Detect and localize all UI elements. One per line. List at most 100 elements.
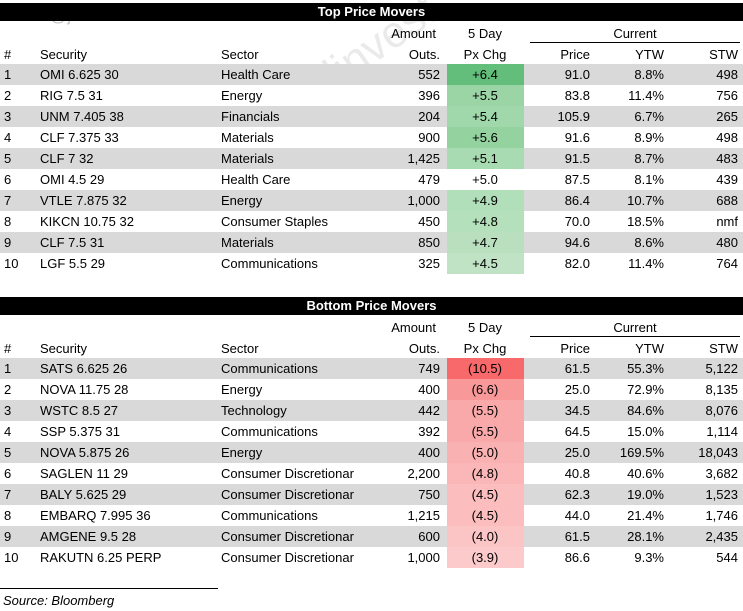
chg-cell <box>447 400 524 421</box>
cell: 1 <box>4 361 12 376</box>
cell: 25.0 <box>564 382 590 397</box>
cell: 9.3% <box>634 550 664 565</box>
chg-cell <box>447 484 524 505</box>
cell: 8.6% <box>634 235 664 250</box>
row-bg <box>0 463 743 484</box>
cell: 19.0% <box>627 487 664 502</box>
cell: 5 <box>4 151 12 166</box>
cell: NOVA 5.875 26 <box>40 445 130 460</box>
cell: Materials <box>221 130 274 145</box>
chg-cell <box>447 526 524 547</box>
cell: CLF 7 32 <box>40 151 94 166</box>
cell: 1,425 <box>407 151 440 166</box>
cell: 169.5% <box>619 445 664 460</box>
cell: 483 <box>716 151 738 166</box>
cell: (6.6) <box>471 382 499 397</box>
cell: NOVA 11.75 28 <box>40 382 129 397</box>
chg-cell <box>447 505 524 526</box>
cell: Consumer Discretionar <box>221 550 354 565</box>
cell: CLF 7.375 33 <box>40 130 119 145</box>
column-header: Sector <box>221 341 259 356</box>
cell: 28.1% <box>627 529 664 544</box>
header-top: Current <box>613 26 657 41</box>
cell: 392 <box>418 424 440 439</box>
cell: 450 <box>418 214 440 229</box>
cell: SSP 5.375 31 <box>40 424 120 439</box>
cell: +4.9 <box>472 193 498 208</box>
row-bg <box>0 64 743 85</box>
cell: +5.5 <box>472 88 498 103</box>
cell: 7 <box>4 487 12 502</box>
column-header: Security <box>40 47 87 62</box>
cell: 544 <box>716 550 738 565</box>
row-bg <box>0 169 743 190</box>
cell: 552 <box>418 67 440 82</box>
cell: 40.6% <box>627 466 664 481</box>
cell: +5.6 <box>472 130 498 145</box>
chg-cell <box>447 148 524 169</box>
cell: 61.5 <box>564 529 590 544</box>
cell: OMI 4.5 29 <box>40 172 105 187</box>
cell: 55.3% <box>627 361 664 376</box>
cell: Consumer Discretionar <box>221 487 354 502</box>
chg-cell <box>447 442 524 463</box>
cell: Health Care <box>221 67 291 82</box>
cell: 400 <box>418 382 440 397</box>
cell: 9 <box>4 529 12 544</box>
cell: +4.7 <box>472 235 498 250</box>
chg-cell <box>447 232 524 253</box>
cell: 2,200 <box>407 466 440 481</box>
row-bg <box>0 127 743 148</box>
column-header: Price <box>560 341 590 356</box>
cell: 86.6 <box>564 550 590 565</box>
cell: 764 <box>716 256 738 271</box>
cell: 105.9 <box>557 109 590 124</box>
column-header: # <box>4 341 12 356</box>
column-header: Px Chg <box>463 341 507 356</box>
cell: 498 <box>716 130 738 145</box>
cell: CLF 7.5 31 <box>40 235 105 250</box>
cell: Health Care <box>221 172 291 187</box>
column-header: YTW <box>635 341 664 356</box>
cell: 91.5 <box>564 151 590 166</box>
row-bg <box>0 526 743 547</box>
column-header: STW <box>709 341 738 356</box>
cell: 11.4% <box>628 256 664 271</box>
cell: 10 <box>4 256 19 271</box>
header-top: Current <box>613 320 657 335</box>
cell: 1 <box>4 67 12 82</box>
cell: 850 <box>418 235 440 250</box>
cell: UNM 7.405 38 <box>40 109 124 124</box>
cell: 756 <box>716 88 738 103</box>
cell: 8.7% <box>634 151 664 166</box>
chg-cell <box>447 127 524 148</box>
cell: Communications <box>221 508 318 523</box>
column-header: Px Chg <box>463 47 507 62</box>
cell: Energy <box>221 382 263 397</box>
cell: 72.9% <box>627 382 664 397</box>
row-bg <box>0 232 743 253</box>
header-top: 5 Day <box>468 320 502 335</box>
header-top: 5 Day <box>468 26 502 41</box>
cell: KIKCN 10.75 32 <box>40 214 134 229</box>
cell: 21.4% <box>627 508 664 523</box>
row-bg <box>0 547 743 568</box>
cell: 1,215 <box>407 508 440 523</box>
current-underline <box>530 42 740 44</box>
cell: 61.5 <box>564 361 590 376</box>
cell: nmf <box>716 214 738 229</box>
cell: 4 <box>4 424 12 439</box>
cell: 91.0 <box>564 67 590 82</box>
cell: 480 <box>716 235 738 250</box>
cell: 6 <box>4 466 12 481</box>
chg-cell <box>447 64 524 85</box>
cell: 10.7% <box>627 193 664 208</box>
cell: 91.6 <box>564 130 590 145</box>
table-title: Top Price Movers <box>0 3 743 21</box>
row-bg <box>0 85 743 106</box>
cell: 70.0 <box>564 214 590 229</box>
cell: 3 <box>4 109 12 124</box>
cell: 1,523 <box>705 487 738 502</box>
cell: SAGLEN 11 29 <box>40 466 128 481</box>
